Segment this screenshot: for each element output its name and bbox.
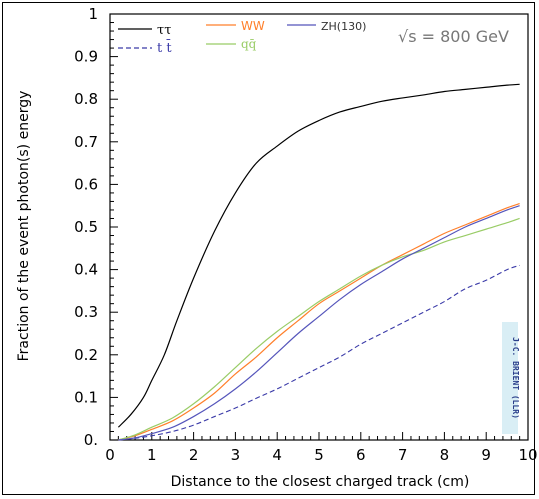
x-tick-label: 6 [356, 446, 366, 464]
x-tick-label: 4 [272, 446, 282, 464]
author-stamp: J-C. BRIENT (LLR) [502, 322, 520, 434]
x-tick-label: 5 [314, 446, 324, 464]
y-tick-label: 0.2 [74, 346, 98, 364]
legend-label-zh: ZH(130) [321, 20, 366, 33]
x-tick-label: 0 [105, 446, 115, 464]
legend: ττ WW ZH(130) t t̄ qq̄ [118, 19, 366, 56]
y-tick-label: 0.5 [74, 218, 98, 236]
author-stamp-text: J-C. BRIENT (LLR) [511, 337, 520, 419]
x-tick-label: 8 [440, 446, 450, 464]
y-tick-label: 0.9 [74, 48, 98, 66]
y-tick-label: 0. [84, 431, 98, 449]
x-tick-label: 10 [518, 446, 537, 464]
energy-annotation: √s = 800 GeV [398, 27, 509, 46]
y-tick-label: 0.7 [74, 133, 98, 151]
chart-frame [2, 2, 535, 495]
legend-label-tautau: ττ [157, 23, 171, 38]
legend-label-ww: WW [241, 19, 265, 33]
y-axis-label: Fraction of the event photon(s) energy [16, 91, 32, 362]
y-tick-label: 0.6 [74, 175, 98, 193]
x-tick-label: 9 [481, 446, 491, 464]
x-axis-label: Distance to the closest charged track (c… [171, 474, 470, 490]
series-line-tautau [117, 83, 520, 428]
x-tick-label: 2 [189, 446, 199, 464]
legend-label-qqbar: qq̄ [241, 37, 257, 51]
x-tick-label: 7 [398, 446, 408, 464]
x-tick-label: 3 [231, 446, 241, 464]
y-tick-label: 1 [88, 5, 98, 23]
series-line-qqbar [118, 217, 520, 441]
y-tick-label: 0.1 [74, 388, 98, 406]
x-tick-label: 1 [147, 446, 157, 464]
y-tick-label: 0.4 [74, 261, 98, 279]
legend-label-ttbar: t t̄ [157, 39, 172, 56]
y-tick-label: 0.3 [74, 303, 98, 321]
series-line-ww [118, 203, 520, 441]
series-line-zh130 [118, 205, 520, 441]
y-tick-label: 0.8 [74, 90, 98, 108]
